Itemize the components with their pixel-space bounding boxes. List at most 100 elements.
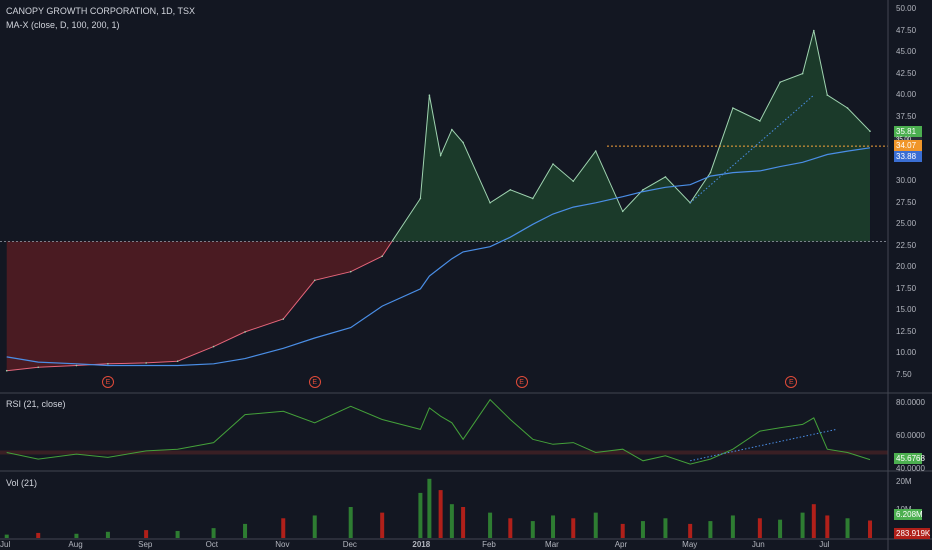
price-point — [779, 81, 781, 83]
time-axis-tick: Feb — [482, 540, 496, 549]
price-point — [244, 331, 246, 333]
rsi-pane-title[interactable]: RSI (21, close) — [6, 399, 66, 409]
volume-bar — [348, 507, 353, 538]
volume-bar — [530, 521, 535, 538]
price-point — [759, 120, 761, 122]
time-axis-tick: May — [682, 540, 698, 549]
volume-bar — [438, 490, 443, 538]
earnings-marker[interactable]: E — [308, 376, 321, 388]
price-point — [282, 318, 285, 320]
volume-bar — [663, 518, 668, 538]
price-point — [313, 279, 316, 282]
time-axis-tick: Jun — [751, 540, 765, 549]
price-point — [594, 150, 597, 152]
earnings-marker[interactable]: E — [101, 376, 114, 388]
price-axis-tick: 50.00 — [896, 4, 917, 13]
ma-price-tag: 33.88 — [894, 151, 922, 162]
time-axis-tick: Mar — [545, 540, 559, 549]
price-point — [419, 197, 422, 200]
price-axis-tick: 45.00 — [896, 47, 917, 57]
price-point — [709, 171, 712, 174]
price-line-up — [391, 30, 871, 242]
time-axis-tick: Jul — [819, 540, 830, 549]
price-axis-tick: 7.50 — [896, 370, 912, 379]
volume-bar — [551, 515, 556, 538]
time-axis-tick: Oct — [205, 540, 219, 549]
rsi-value-tag: 45.6768 — [894, 453, 925, 464]
price-point — [664, 176, 667, 178]
rsi-trend-line — [690, 428, 837, 462]
volume-bar — [845, 518, 850, 538]
earnings-marker[interactable]: E — [515, 376, 528, 388]
price-point — [813, 29, 815, 32]
price-point — [107, 363, 109, 365]
price-point — [145, 362, 147, 364]
volume-bar — [571, 518, 576, 538]
volume-bar — [281, 518, 286, 538]
volume-bar — [175, 530, 180, 538]
price-point — [349, 270, 352, 273]
time-axis-tick: Nov — [275, 540, 290, 549]
volume-bar — [74, 533, 79, 538]
volume-bar — [105, 531, 110, 538]
price-axis-tick: 27.50 — [896, 197, 917, 207]
price-axis-tick: 12.50 — [896, 326, 917, 336]
time-axis-tick: 2018 — [412, 540, 431, 549]
price-point — [381, 255, 383, 257]
price-point — [552, 163, 554, 165]
volume-bar — [144, 530, 149, 538]
study-label[interactable]: MA-X (close, D, 100, 200, 1) — [6, 20, 120, 30]
rsi-line — [6, 398, 871, 465]
price-point — [489, 201, 491, 204]
time-axis-tick: Sep — [138, 540, 153, 549]
price-area-down — [6, 241, 871, 371]
volume-bar — [825, 515, 830, 538]
hline-price-tag: 34.07 — [894, 140, 922, 151]
volume-bar — [427, 478, 432, 538]
price-axis-tick: 22.50 — [896, 240, 917, 250]
price-axis-tick: 20.00 — [896, 262, 917, 272]
volume-bar — [380, 512, 385, 538]
time-axis-tick: Dec — [342, 540, 357, 549]
volume-bar — [312, 515, 317, 538]
volume-bar — [461, 507, 466, 538]
price-point — [869, 130, 871, 133]
price-point — [462, 141, 464, 144]
price-point — [621, 210, 624, 213]
earnings-marker[interactable]: E — [785, 376, 798, 388]
volume-bar — [708, 521, 713, 538]
volume-bar — [418, 492, 423, 538]
rsi-midband — [0, 450, 888, 455]
volume-bar — [868, 520, 873, 538]
price-point — [439, 154, 442, 157]
vol-pane-title[interactable]: Vol (21) — [6, 478, 38, 488]
moving-average-line — [6, 147, 871, 367]
price-point — [732, 107, 734, 109]
volume-bar — [640, 521, 645, 538]
price-point — [212, 345, 215, 348]
price-point — [75, 364, 78, 367]
volume-bar — [688, 523, 693, 538]
price-axis-tick: 40.00 — [896, 90, 917, 100]
last-price-tag: 35.81 — [894, 126, 922, 137]
volume-bar — [811, 504, 816, 538]
price-point — [37, 366, 40, 369]
volume-bar — [449, 504, 454, 538]
price-point — [826, 94, 829, 96]
price-line-down — [6, 241, 393, 372]
price-point — [451, 128, 453, 131]
price-point — [532, 197, 534, 200]
volume-bar — [800, 512, 805, 538]
price-point — [176, 360, 179, 363]
price-point — [428, 94, 431, 96]
volume-bar — [778, 519, 783, 538]
volume-bar — [4, 534, 9, 538]
price-axis-tick: 42.50 — [896, 68, 917, 78]
price-axis-tick: 47.50 — [896, 25, 917, 35]
rsi-axis-tick: 60.0000 — [896, 431, 925, 440]
price-point — [572, 180, 575, 183]
symbol-title: CANOPY GROWTH CORPORATION, 1D, TSX — [6, 6, 196, 16]
volume-bar — [593, 512, 598, 538]
